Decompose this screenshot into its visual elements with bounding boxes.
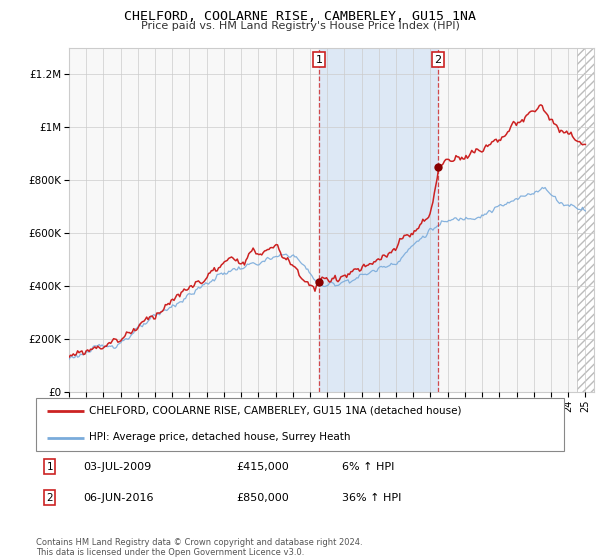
Text: Price paid vs. HM Land Registry's House Price Index (HPI): Price paid vs. HM Land Registry's House … (140, 21, 460, 31)
Text: HPI: Average price, detached house, Surrey Heath: HPI: Average price, detached house, Surr… (89, 432, 350, 442)
Text: £850,000: £850,000 (236, 493, 289, 503)
Text: £415,000: £415,000 (236, 461, 289, 472)
Text: 6% ↑ HPI: 6% ↑ HPI (342, 461, 395, 472)
Text: 2: 2 (434, 54, 442, 64)
Text: CHELFORD, COOLARNE RISE, CAMBERLEY, GU15 1NA (detached house): CHELFORD, COOLARNE RISE, CAMBERLEY, GU15… (89, 406, 461, 416)
Text: Contains HM Land Registry data © Crown copyright and database right 2024.
This d: Contains HM Land Registry data © Crown c… (36, 538, 362, 557)
Text: 03-JUL-2009: 03-JUL-2009 (83, 461, 152, 472)
Bar (577, 48, 594, 392)
Text: CHELFORD, COOLARNE RISE, CAMBERLEY, GU15 1NA: CHELFORD, COOLARNE RISE, CAMBERLEY, GU15… (124, 10, 476, 23)
Text: 1: 1 (316, 54, 323, 64)
Bar (577, 48, 594, 392)
Text: 2: 2 (47, 493, 53, 503)
Bar (319, 48, 438, 392)
Text: 1: 1 (47, 461, 53, 472)
Text: 36% ↑ HPI: 36% ↑ HPI (342, 493, 401, 503)
Text: 06-JUN-2016: 06-JUN-2016 (83, 493, 154, 503)
FancyBboxPatch shape (36, 398, 564, 451)
